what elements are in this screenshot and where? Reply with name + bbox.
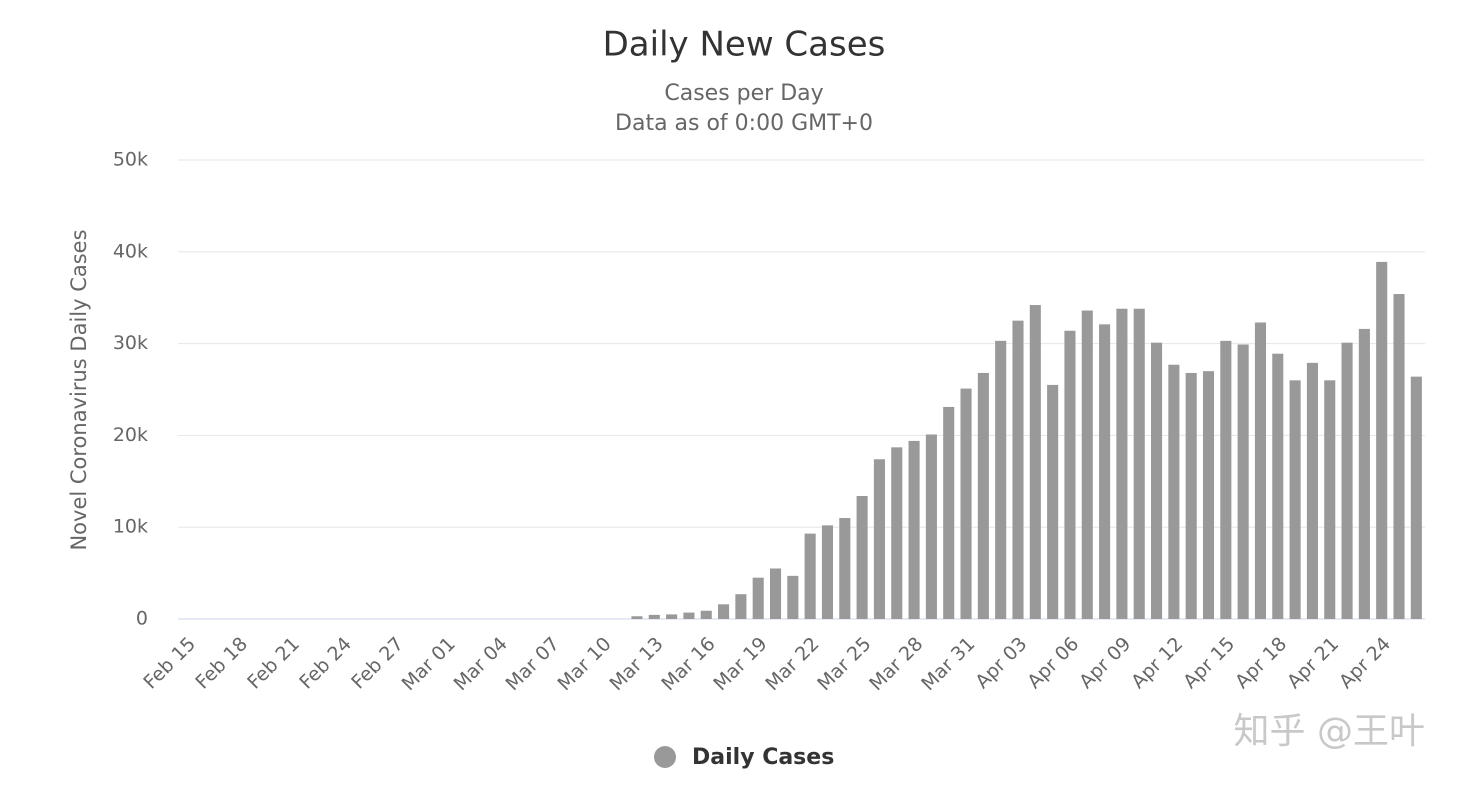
bar	[1376, 261, 1388, 619]
bar	[1012, 320, 1024, 619]
bar	[631, 616, 643, 619]
bar	[1358, 328, 1370, 619]
y-tick-label: 40k	[113, 240, 148, 262]
bar	[752, 577, 764, 619]
bar	[1116, 308, 1128, 619]
bar	[856, 495, 868, 619]
bar	[1185, 372, 1197, 619]
bar	[1306, 362, 1318, 619]
bar	[960, 388, 972, 619]
bar	[943, 406, 955, 619]
chart-subtitle: Cases per Day	[664, 81, 823, 106]
bar	[804, 533, 816, 619]
x-tick-label: Apr 03	[971, 633, 1031, 693]
bar	[1324, 380, 1336, 619]
x-tick-label: Mar 31	[917, 633, 979, 695]
bar	[1272, 353, 1284, 619]
bar	[891, 447, 903, 619]
bar	[718, 604, 730, 619]
x-tick-label: Mar 07	[502, 633, 564, 695]
x-tick-label: Mar 28	[865, 633, 927, 695]
chart-title: Daily New Cases	[603, 25, 886, 65]
bar	[1099, 324, 1111, 619]
legend-label: Daily Cases	[692, 745, 834, 770]
bar	[839, 518, 851, 619]
x-tick-label: Mar 04	[450, 633, 512, 695]
bar	[1081, 310, 1093, 619]
bar	[1341, 342, 1353, 619]
x-tick-label: Apr 06	[1023, 633, 1083, 693]
x-tick-label: Mar 22	[761, 633, 823, 695]
x-tick-label: Mar 10	[553, 633, 615, 695]
x-tick-label: Mar 19	[709, 633, 771, 695]
bar	[925, 434, 937, 619]
bar	[1254, 322, 1267, 619]
bar	[1047, 384, 1059, 619]
bar	[1133, 308, 1145, 619]
x-tick-label: Apr 12	[1127, 633, 1187, 693]
x-tick-label: Apr 24	[1335, 633, 1395, 693]
x-tick-label: Apr 09	[1075, 633, 1135, 693]
x-tick-label: Apr 21	[1283, 633, 1343, 693]
bar	[666, 614, 678, 619]
chart-subtitle: Data as of 0:00 GMT+0	[615, 111, 873, 136]
x-tick-label: Feb 24	[295, 633, 356, 694]
bar	[683, 612, 695, 619]
bar	[1220, 340, 1232, 619]
x-tick-label: Apr 15	[1179, 633, 1239, 693]
y-axis-label: Novel Coronavirus Daily Cases	[67, 229, 91, 550]
bar	[821, 525, 834, 619]
x-tick-label: Mar 01	[398, 633, 460, 695]
x-tick-label: Mar 16	[657, 633, 719, 695]
bar	[787, 575, 799, 619]
y-tick-label: 30k	[113, 332, 148, 354]
bar	[735, 594, 747, 619]
x-tick-label: Mar 25	[813, 633, 875, 695]
bar	[873, 459, 885, 619]
legend-marker	[654, 746, 676, 768]
bar	[1202, 371, 1215, 619]
bar	[1410, 376, 1422, 619]
y-tick-label: 50k	[113, 149, 148, 171]
bar	[1289, 380, 1301, 619]
bar	[1151, 342, 1163, 619]
y-tick-label: 10k	[113, 516, 148, 538]
x-tick-label: Feb 27	[347, 633, 408, 694]
bar	[1064, 330, 1076, 619]
bar	[648, 614, 660, 619]
bar	[700, 610, 712, 619]
bar	[908, 440, 920, 619]
bar	[1029, 305, 1041, 619]
bar	[769, 568, 782, 619]
bar	[1393, 294, 1405, 619]
y-tick-label: 20k	[113, 424, 148, 446]
x-tick-label: Feb 15	[139, 633, 200, 694]
bar	[977, 372, 989, 619]
watermark: 知乎 @王叶	[1234, 711, 1425, 752]
bar	[995, 340, 1007, 619]
y-tick-label: 0	[136, 608, 148, 630]
x-tick-label: Mar 13	[605, 633, 667, 695]
x-tick-label: Feb 21	[243, 633, 304, 694]
bar	[1168, 364, 1180, 619]
x-tick-label: Feb 18	[191, 633, 252, 694]
x-tick-label: Apr 18	[1231, 633, 1291, 693]
bar	[1237, 344, 1249, 619]
